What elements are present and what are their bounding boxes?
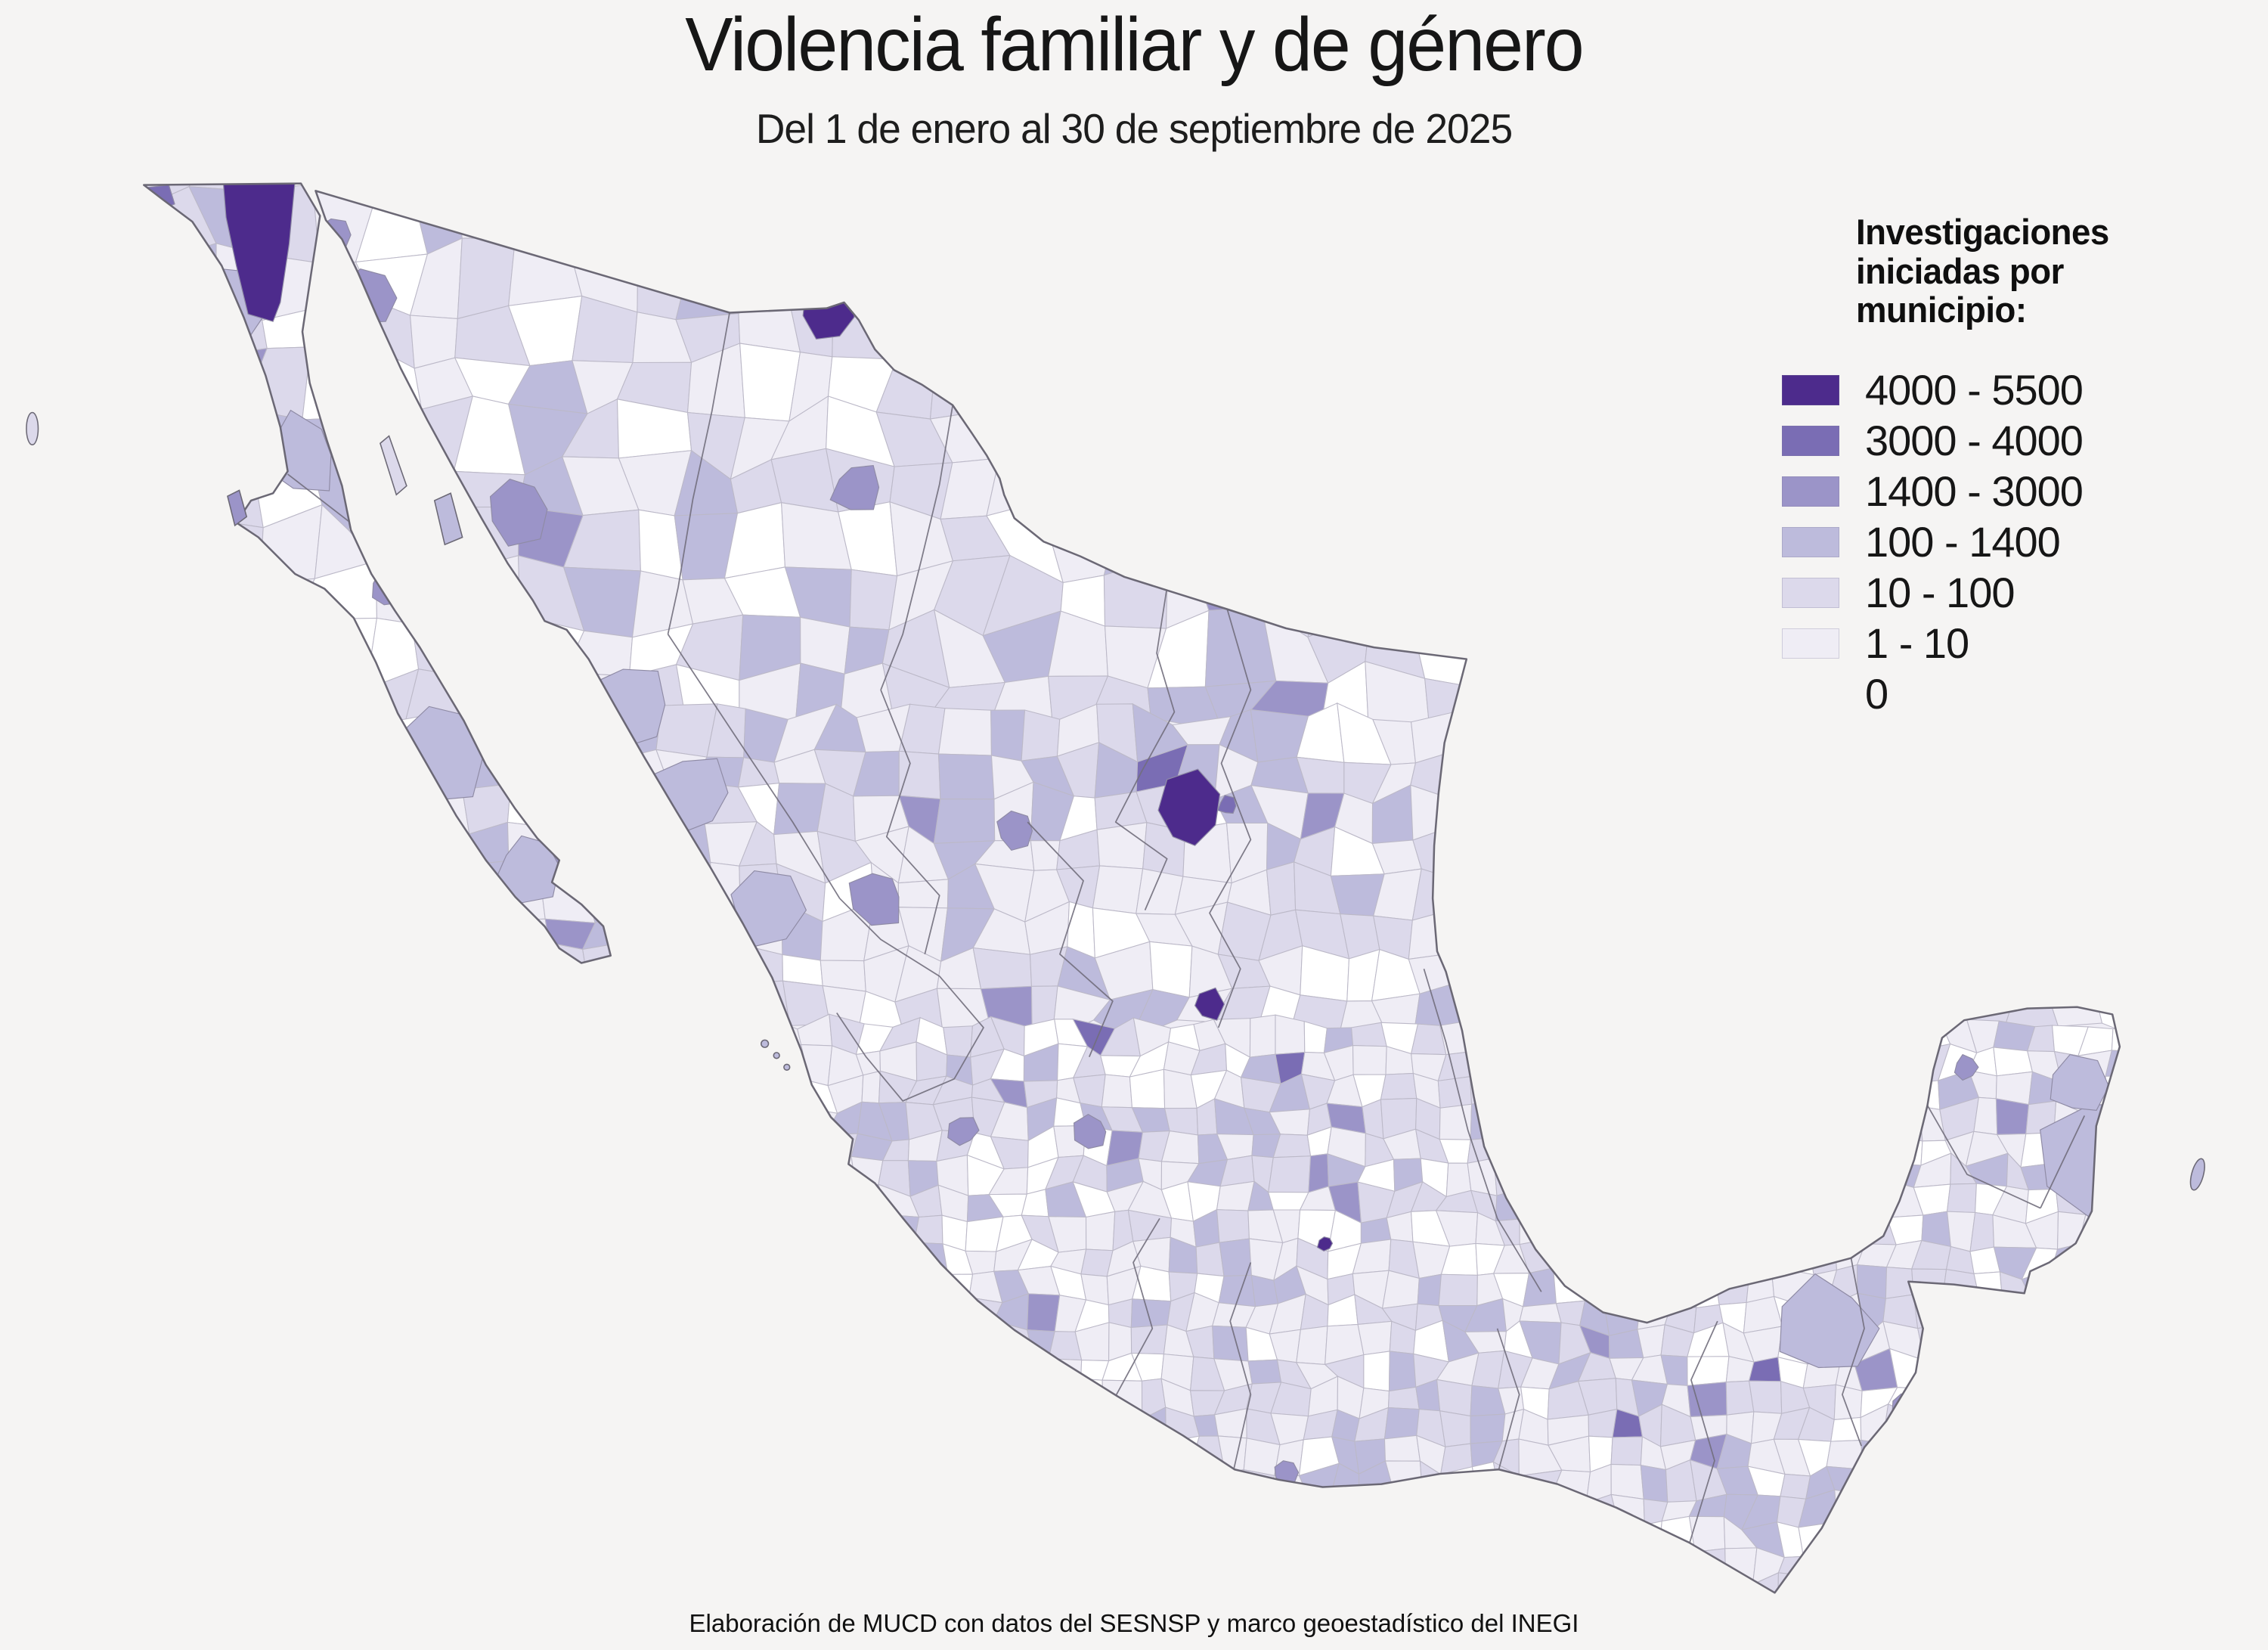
legend-item: 100 - 1400 (1782, 516, 2251, 567)
cedros-island (227, 489, 248, 527)
islas-marias (773, 1052, 780, 1059)
legend-item: 0 (1782, 668, 2251, 719)
legend-item-label: 0 (1865, 670, 1888, 718)
legend-swatch (1782, 374, 1839, 405)
legend-swatch (1782, 577, 1839, 608)
legend-item-label: 4000 - 5500 (1865, 366, 2084, 414)
guadalupe-island (26, 411, 39, 445)
islas-marias (783, 1063, 791, 1071)
legend-item: 1 - 10 (1782, 618, 2251, 668)
source-note: Elaboración de MUCD con datos del SESNSP… (689, 1609, 1579, 1637)
page-subtitle: Del 1 de enero al 30 de septiembre de 20… (755, 105, 1513, 152)
state-borders (287, 312, 2086, 1543)
legend-item-label: 3000 - 4000 (1865, 417, 2084, 465)
legend: Investigaciones iniciadas por municipio:… (1782, 212, 2251, 719)
islas-marias (761, 1039, 770, 1048)
angel-de-la-guarda-island (380, 435, 407, 496)
legend-item-label: 1 - 10 (1865, 619, 1969, 668)
tiburon-island (433, 492, 463, 546)
legend-title: Investigaciones iniciadas por municipio: (1856, 212, 2109, 330)
islands (26, 411, 2205, 1191)
legend-item-label: 100 - 1400 (1865, 518, 2061, 566)
legend-item-label: 10 - 100 (1865, 569, 2015, 617)
cozumel-island (2189, 1158, 2205, 1191)
legend-swatch (1782, 476, 1839, 507)
legend-swatch (1782, 628, 1839, 659)
page-title: Violencia familiar y de género (685, 2, 1584, 87)
legend-item: 10 - 100 (1782, 567, 2251, 618)
legend-item: 1400 - 3000 (1782, 466, 2251, 516)
legend-swatch (1782, 425, 1839, 456)
legend-item: 3000 - 4000 (1782, 415, 2251, 466)
legend-items: 4000 - 5500 3000 - 4000 1400 - 3000 100 … (1782, 364, 2251, 719)
legend-swatch (1782, 526, 1839, 557)
legend-item-label: 1400 - 3000 (1865, 467, 2084, 516)
legend-item: 4000 - 5500 (1782, 364, 2251, 415)
